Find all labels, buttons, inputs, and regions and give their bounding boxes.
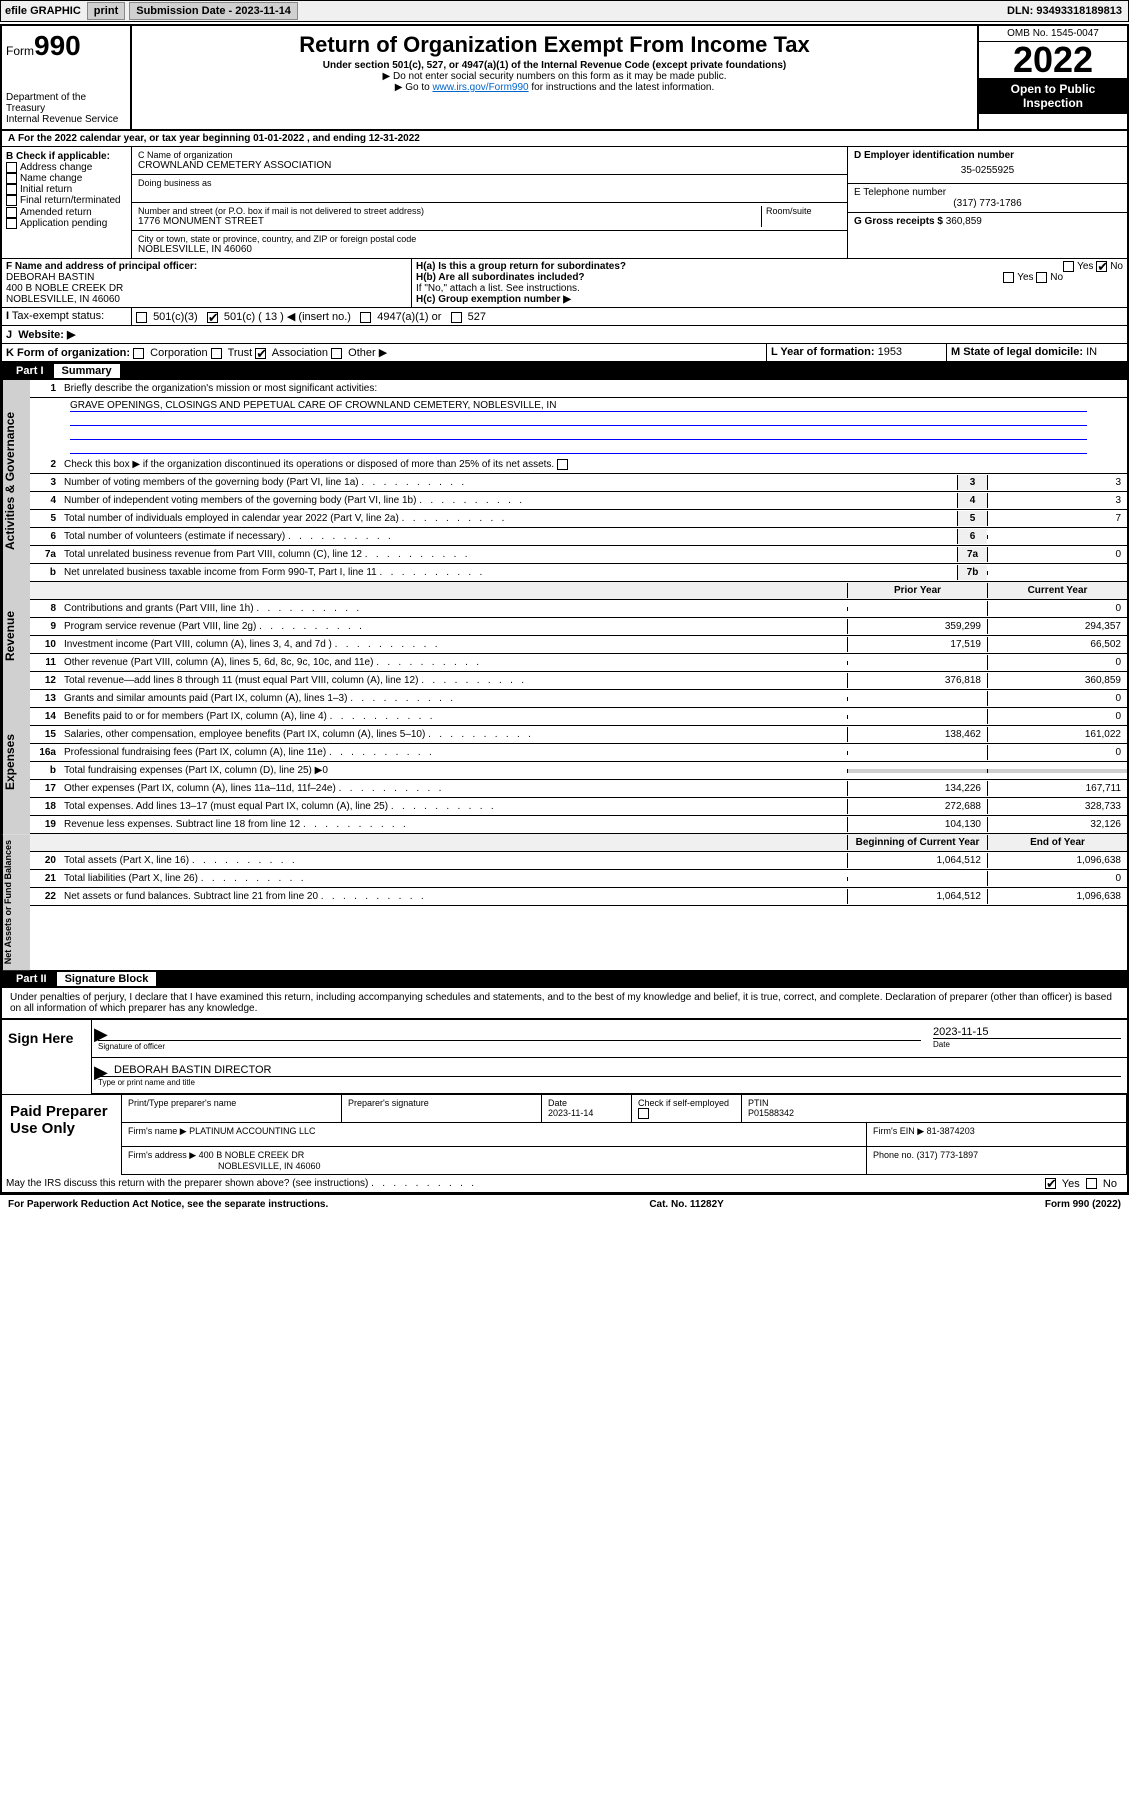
top-toolbar: efile GRAPHIC print Submission Date - 20… — [0, 0, 1129, 22]
form-container: Form990 Department of the Treasury Inter… — [0, 24, 1129, 1195]
prep-phone: (317) 773-1897 — [917, 1150, 979, 1160]
chk-ha-yes[interactable] — [1063, 261, 1074, 272]
sign-date: 2023-11-15 — [933, 1026, 988, 1038]
prep-date: 2023-11-14 — [548, 1108, 593, 1118]
box-b: B Check if applicable: Address change Na… — [2, 147, 132, 258]
ptin: P01588342 — [748, 1108, 794, 1118]
chk-527[interactable] — [451, 312, 462, 323]
form-header: Form990 Department of the Treasury Inter… — [2, 26, 1127, 131]
chk-selfemployed[interactable] — [638, 1108, 649, 1119]
box-i: I Tax-exempt status: 501(c)(3) 501(c) ( … — [2, 308, 1127, 326]
netassets-section: Net Assets or Fund Balances Beginning of… — [2, 834, 1127, 970]
chk-address[interactable] — [6, 162, 17, 173]
chk-other[interactable] — [331, 348, 342, 359]
print-button[interactable]: print — [87, 2, 125, 20]
chk-amended[interactable] — [6, 207, 17, 218]
dept-treasury: Department of the Treasury — [6, 92, 126, 114]
table-row: 9Program service revenue (Part VIII, lin… — [30, 618, 1127, 636]
ein: 35-0255925 — [854, 161, 1121, 180]
signature-block: Sign Here ▶Signature of officer 2023-11-… — [2, 1018, 1127, 1095]
chk-501c[interactable] — [207, 312, 218, 323]
chk-corp[interactable] — [133, 348, 144, 359]
table-row: 19Revenue less expenses. Subtract line 1… — [30, 816, 1127, 834]
chk-initial[interactable] — [6, 184, 17, 195]
preparer-block: Paid Preparer Use Only Print/Type prepar… — [2, 1095, 1127, 1175]
domicile: IN — [1086, 346, 1097, 358]
table-row: 20Total assets (Part X, line 16)1,064,51… — [30, 852, 1127, 870]
org-street: 1776 MONUMENT STREET — [138, 216, 761, 227]
footer: For Paperwork Reduction Act Notice, see … — [0, 1195, 1129, 1214]
table-row: 16aProfessional fundraising fees (Part I… — [30, 744, 1127, 762]
block-fh: F Name and address of principal officer:… — [2, 259, 1127, 308]
phone: (317) 773-1786 — [854, 198, 1121, 209]
chk-name[interactable] — [6, 173, 17, 184]
table-row: 13Grants and similar amounts paid (Part … — [30, 690, 1127, 708]
chk-assoc[interactable] — [255, 348, 266, 359]
chk-discuss-yes[interactable] — [1045, 1178, 1056, 1189]
table-row: 12Total revenue—add lines 8 through 11 (… — [30, 672, 1127, 690]
table-row: 22Net assets or fund balances. Subtract … — [30, 888, 1127, 906]
declaration: Under penalties of perjury, I declare th… — [2, 988, 1127, 1018]
chk-hb-no[interactable] — [1036, 272, 1047, 283]
table-row: 11Other revenue (Part VIII, column (A), … — [30, 654, 1127, 672]
year-formation: 1953 — [878, 346, 902, 358]
table-row: bTotal fundraising expenses (Part IX, co… — [30, 762, 1127, 780]
box-c: C Name of organizationCROWNLAND CEMETERY… — [132, 147, 847, 258]
form-title: Return of Organization Exempt From Incom… — [136, 32, 973, 58]
table-row: 17Other expenses (Part IX, column (A), l… — [30, 780, 1127, 798]
tax-year: 2022 — [979, 42, 1127, 78]
officer-name: DEBORAH BASTIN — [6, 272, 94, 283]
irs-label: Internal Revenue Service — [6, 114, 126, 125]
open-inspection: Open to Public Inspection — [979, 78, 1127, 114]
form-subtitle: Under section 501(c), 527, or 4947(a)(1)… — [136, 60, 973, 71]
firm-name: PLATINUM ACCOUNTING LLC — [189, 1126, 315, 1136]
org-name: CROWNLAND CEMETERY ASSOCIATION — [138, 160, 841, 171]
firm-ein: 81-3874203 — [927, 1126, 975, 1136]
table-row: 21Total liabilities (Part X, line 26)0 — [30, 870, 1127, 888]
form-number: Form990 — [6, 30, 126, 62]
dln: DLN: 93493318189813 — [1001, 5, 1128, 17]
mission-text: GRAVE OPENINGS, CLOSINGS AND PEPETUAL CA… — [70, 400, 1087, 412]
chk-hb-yes[interactable] — [1003, 272, 1014, 283]
part1-header: Part ISummary — [2, 362, 1127, 380]
irs-link[interactable]: www.irs.gov/Form990 — [432, 82, 528, 93]
ssn-note: ▶ Do not enter social security numbers o… — [136, 71, 973, 82]
expenses-section: Expenses 13Grants and similar amounts pa… — [2, 690, 1127, 834]
org-city: NOBLESVILLE, IN 46060 — [138, 244, 841, 255]
table-row: 14Benefits paid to or for members (Part … — [30, 708, 1127, 726]
table-row: 18Total expenses. Add lines 13–17 (must … — [30, 798, 1127, 816]
table-row: 15Salaries, other compensation, employee… — [30, 726, 1127, 744]
chk-pending[interactable] — [6, 218, 17, 229]
box-klm: K Form of organization: Corporation Trus… — [2, 344, 1127, 362]
tax-period: A For the 2022 calendar year, or tax yea… — [2, 131, 1127, 147]
officer-sig-name: DEBORAH BASTIN DIRECTOR — [114, 1064, 272, 1076]
chk-trust[interactable] — [211, 348, 222, 359]
gross-receipts: 360,859 — [946, 216, 982, 227]
chk-discuss-no[interactable] — [1086, 1178, 1097, 1189]
table-row: 8Contributions and grants (Part VIII, li… — [30, 600, 1127, 618]
chk-501c3[interactable] — [136, 312, 147, 323]
box-j: J Website: ▶ — [2, 326, 1127, 344]
chk-final[interactable] — [6, 195, 17, 206]
goto-note: ▶ Go to www.irs.gov/Form990 for instruct… — [136, 82, 973, 93]
table-row: 10Investment income (Part VIII, column (… — [30, 636, 1127, 654]
discuss-row: May the IRS discuss this return with the… — [2, 1175, 1127, 1193]
part2-header: Part IISignature Block — [2, 970, 1127, 988]
revenue-section: Revenue Prior YearCurrent Year 8Contribu… — [2, 582, 1127, 690]
chk-ha-no[interactable] — [1096, 261, 1107, 272]
box-deg: D Employer identification number35-02559… — [847, 147, 1127, 258]
submission-date: Submission Date - 2023-11-14 — [129, 2, 298, 20]
block-bcdefgh: B Check if applicable: Address change Na… — [2, 147, 1127, 259]
governance-section: Activities & Governance 1Briefly describ… — [2, 380, 1127, 582]
chk-4947[interactable] — [360, 312, 371, 323]
chk-discontinued[interactable] — [557, 459, 568, 470]
efile-label: efile GRAPHIC — [1, 5, 85, 17]
